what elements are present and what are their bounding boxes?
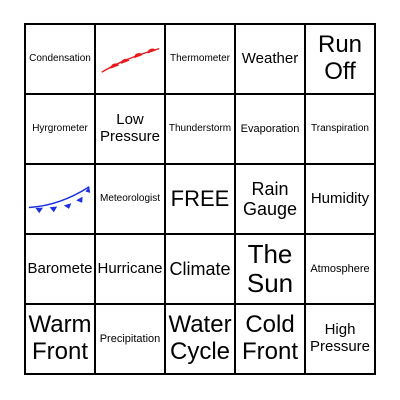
cell-label: Hyrgrometer [32, 123, 88, 135]
bingo-cell[interactable]: Hurricane [95, 234, 165, 304]
cell-label: Cold Front [241, 311, 298, 365]
cell-label: Low Pressure [99, 111, 161, 145]
cell-label: Meteorologist [99, 193, 161, 205]
bingo-cell[interactable]: Transpiration [305, 94, 375, 164]
bingo-cell[interactable]: Run Off [305, 24, 375, 94]
free-space[interactable]: FREE [165, 164, 235, 234]
bingo-cell[interactable]: Rain Gauge [235, 164, 305, 234]
cell-label: Condensation [29, 53, 91, 65]
bingo-cell[interactable]: Cold Front [235, 304, 305, 374]
bingo-cell[interactable]: High Pressure [305, 304, 375, 374]
cell-label: High Pressure [309, 321, 371, 355]
cell-label: Evaporation [240, 122, 300, 135]
bingo-cell[interactable]: Condensation [25, 24, 95, 94]
bingo-cell[interactable]: Climate [165, 234, 235, 304]
cell-label: The Sun [246, 238, 294, 298]
cold-front-icon [28, 186, 91, 214]
bingo-cell[interactable]: Hyrgrometer [25, 94, 95, 164]
bingo-cell[interactable]: Evaporation [235, 94, 305, 164]
bingo-cell[interactable]: Meteorologist [95, 164, 165, 234]
cell-label: Baromete [27, 259, 93, 277]
cell-label: FREE [170, 185, 230, 211]
bingo-cell[interactable]: Atmosphere [305, 234, 375, 304]
bingo-board: Condensation Thermometer Weather Run Off… [24, 23, 376, 375]
bingo-cell[interactable]: Water Cycle [165, 304, 235, 374]
bingo-cell[interactable]: Precipitation [95, 304, 165, 374]
cell-label: Hurricane [97, 259, 163, 277]
bingo-cell[interactable]: The Sun [235, 234, 305, 304]
bingo-cell[interactable]: Weather [235, 24, 305, 94]
bingo-cell[interactable] [95, 24, 165, 94]
cell-label: Rain Gauge [242, 178, 298, 219]
cell-label: Precipitation [99, 332, 161, 345]
bingo-cell[interactable]: Warm Front [25, 304, 95, 374]
cell-label: Humidity [310, 189, 370, 207]
cell-label: Atmosphere [310, 262, 370, 275]
cell-label: Weather [241, 49, 299, 67]
cell-label: Water Cycle [168, 311, 232, 365]
cell-label: Run Off [317, 31, 363, 85]
bingo-cell[interactable]: Thermometer [165, 24, 235, 94]
cell-label: Transpiration [311, 123, 369, 135]
bingo-cell[interactable]: Humidity [305, 164, 375, 234]
cell-label: Thunderstorm [168, 123, 232, 135]
bingo-cell[interactable]: Thunderstorm [165, 94, 235, 164]
cell-label: Thermometer [169, 53, 230, 65]
cell-label: Warm Front [28, 311, 92, 365]
bingo-cell[interactable] [25, 164, 95, 234]
bingo-cell[interactable]: Baromete [25, 234, 95, 304]
warm-front-icon [101, 47, 160, 73]
bingo-cell[interactable]: Low Pressure [95, 94, 165, 164]
cell-label: Climate [169, 258, 231, 279]
